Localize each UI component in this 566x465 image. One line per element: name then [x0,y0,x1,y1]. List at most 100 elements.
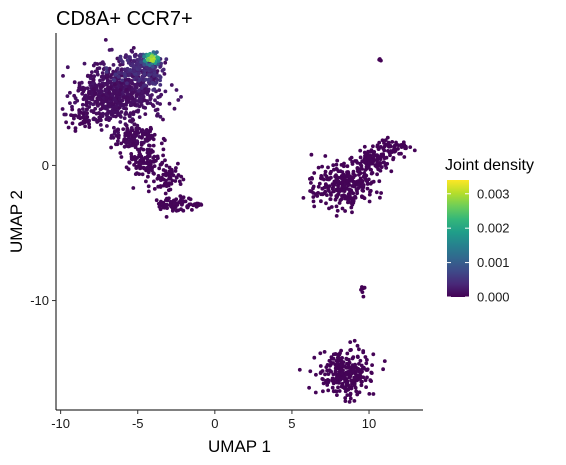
data-point [320,192,325,197]
data-point [65,94,70,98]
data-point [345,381,350,386]
data-point [81,111,86,116]
data-point [346,170,350,174]
data-point [345,351,350,356]
data-point [369,371,374,375]
data-point [123,74,127,79]
data-point [105,124,109,128]
data-point [139,157,144,162]
data-point [107,48,112,52]
data-point [372,150,377,154]
data-point [340,181,344,186]
data-point [131,186,136,190]
data-point [368,378,373,382]
data-point [142,98,147,103]
data-point [151,50,156,54]
data-point [147,73,151,77]
data-point [136,88,141,93]
data-point [164,182,169,187]
data-point [358,358,363,363]
data-point [124,165,129,170]
data-point [77,108,82,113]
data-point [382,359,387,363]
legend-title: Joint density [445,157,534,174]
y-tick-label: 0 [42,158,49,173]
data-point [178,182,183,187]
data-point [360,379,364,384]
data-point [101,100,105,105]
data-point [385,161,390,166]
data-point [352,181,356,186]
data-point [168,203,173,208]
data-point [97,97,102,101]
data-point [95,120,100,124]
data-point [146,77,151,82]
data-point [100,71,105,75]
data-point [367,192,372,197]
data-point [93,92,98,97]
data-point [124,107,129,111]
data-point [147,135,152,139]
data-point [70,121,75,126]
data-point [97,115,102,120]
data-point [85,86,90,91]
data-point [331,389,336,394]
data-point [363,355,368,359]
data-point [369,171,374,176]
data-point [134,109,139,114]
data-point [127,160,132,165]
data-point [307,385,311,390]
data-point [138,52,143,57]
data-point [357,173,361,177]
data-point [322,350,327,354]
data-point [329,205,334,209]
data-point [334,204,339,209]
data-point [158,184,163,188]
data-point [346,363,351,368]
data-point [89,92,94,97]
data-point [112,78,117,83]
data-point [80,115,85,120]
data-point [367,392,372,396]
data-point [163,89,168,94]
data-point [158,65,163,69]
data-point [114,142,118,147]
data-point [150,103,155,107]
data-point [154,80,159,85]
data-point [389,169,394,174]
data-point [115,56,120,61]
data-point [137,65,142,70]
data-point [408,145,413,150]
data-point [85,111,89,116]
data-point [345,164,350,169]
data-point [161,168,166,172]
data-point [320,377,325,381]
data-point [322,185,327,190]
data-point [364,178,369,183]
data-point [163,172,168,177]
data-point [164,163,169,168]
data-point [107,102,112,107]
data-point [142,54,147,59]
data-point [161,67,166,72]
data-point [95,62,100,66]
data-point [133,131,138,135]
data-point [371,179,376,184]
data-point [84,99,89,104]
data-point [155,176,160,181]
data-point [174,166,178,170]
data-point [132,53,137,58]
data-point [70,104,74,109]
data-point [94,83,98,88]
data-point [70,107,75,112]
data-point [130,95,135,100]
data-point [89,73,93,78]
data-point [168,199,173,204]
data-point [343,209,347,213]
data-point [131,90,136,94]
data-point [365,358,369,362]
data-point [162,72,167,76]
data-point [152,179,156,184]
legend-tick-label: 0.003 [477,186,510,201]
